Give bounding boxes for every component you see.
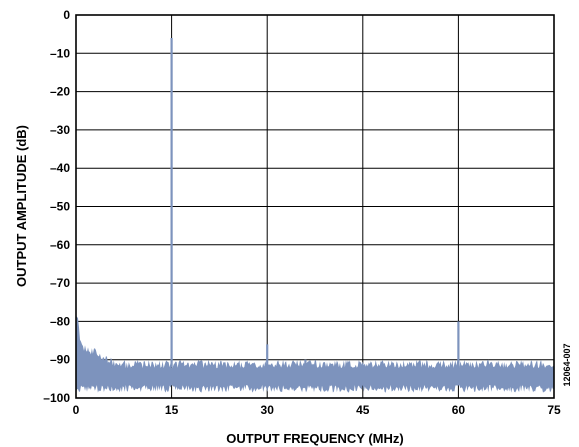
y-tick-label: 0 bbox=[63, 8, 70, 22]
y-tick-label: –70 bbox=[50, 276, 70, 290]
y-tick-label: –10 bbox=[50, 46, 70, 60]
y-tick-label: –90 bbox=[50, 353, 70, 367]
noise-floor-band bbox=[76, 316, 554, 398]
x-axis-label: OUTPUT FREQUENCY (MHz) bbox=[226, 431, 403, 446]
y-tick-label: –40 bbox=[50, 161, 70, 175]
x-tick-label: 60 bbox=[452, 403, 466, 417]
y-tick-labels: 0 –10 –20 –30 –40 –50 –60 –70 –80 –90 –100 bbox=[43, 8, 70, 405]
plot-frame bbox=[75, 14, 555, 399]
y-tick-label: –30 bbox=[50, 123, 70, 137]
x-tick-label: 15 bbox=[165, 403, 179, 417]
y-tick-label: –60 bbox=[50, 238, 70, 252]
y-axis-label: OUTPUT AMPLITUDE (dB) bbox=[14, 125, 29, 287]
figure-id-label: 12064-007 bbox=[562, 343, 572, 386]
spectral-peaks bbox=[170, 37, 460, 368]
x-tick-label: 75 bbox=[547, 403, 561, 417]
x-tick-labels: 0 15 30 45 60 75 bbox=[73, 403, 561, 417]
plot-area bbox=[75, 14, 555, 399]
gridlines bbox=[76, 15, 554, 398]
y-tick-label: –20 bbox=[50, 85, 70, 99]
x-tick-label: 0 bbox=[73, 403, 80, 417]
y-tick-label: –50 bbox=[50, 200, 70, 214]
y-tick-label: –80 bbox=[50, 314, 70, 328]
x-tick-label: 30 bbox=[261, 403, 275, 417]
x-tick-label: 45 bbox=[356, 403, 370, 417]
y-tick-label: –100 bbox=[43, 391, 70, 405]
